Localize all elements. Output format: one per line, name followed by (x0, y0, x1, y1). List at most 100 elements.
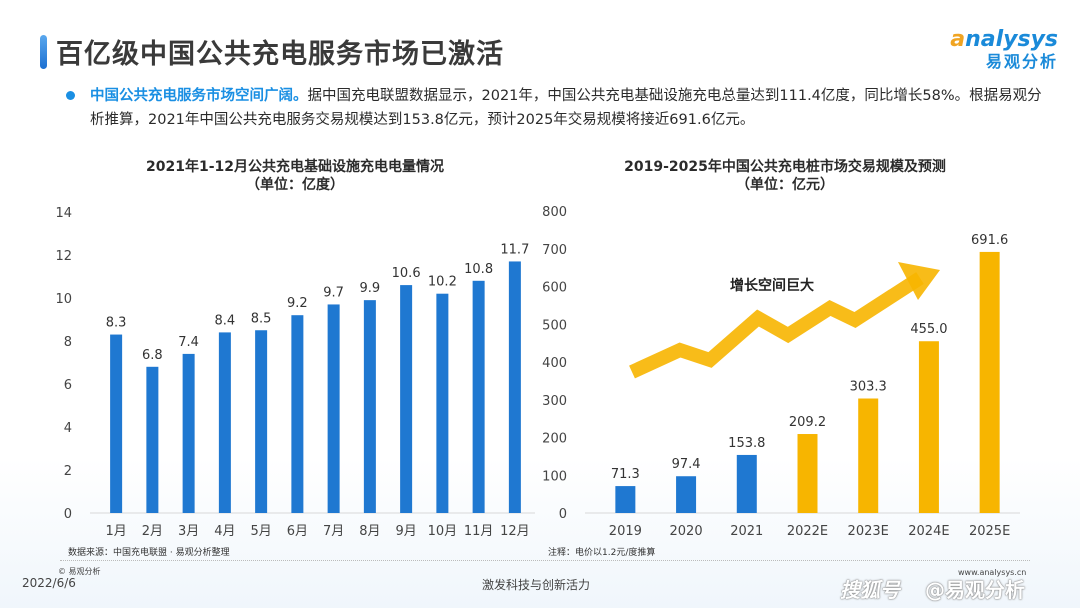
y-tick-label: 700 (542, 243, 567, 258)
bar (436, 293, 449, 513)
x-tick-label: 7月 (323, 524, 344, 539)
data-label: 209.2 (789, 415, 826, 430)
y-tick-label: 800 (542, 205, 567, 220)
bar (615, 486, 636, 513)
x-tick-label: 5月 (250, 524, 271, 539)
data-label: 303.3 (850, 380, 887, 395)
bar (918, 341, 939, 513)
x-tick-label: 2024E (908, 524, 949, 539)
x-tick-label: 2月 (142, 524, 163, 539)
x-tick-label: 2020 (670, 524, 703, 539)
data-label: 8.4 (215, 313, 236, 328)
x-tick-label: 3月 (178, 524, 199, 539)
data-label: 6.8 (142, 348, 163, 363)
data-label: 153.8 (728, 436, 765, 451)
bar (182, 353, 195, 513)
author-watermark: @易观分析 (925, 578, 1025, 602)
bar (858, 398, 879, 513)
data-label: 8.3 (106, 316, 127, 331)
data-label: 9.2 (287, 296, 308, 311)
report-date: 2022/6/6 (22, 576, 76, 590)
y-tick-label: 10 (55, 292, 72, 307)
x-tick-label: 10月 (428, 524, 458, 539)
growth-arrow-shaft (629, 272, 924, 379)
data-label: 10.2 (428, 275, 457, 290)
x-tick-label: 8月 (359, 524, 380, 539)
y-tick-label: 0 (64, 507, 72, 522)
data-label: 691.6 (971, 233, 1008, 248)
y-tick-label: 12 (55, 249, 72, 264)
left-source-note: 数据来源：中国充电联盟 · 易观分析整理 (68, 548, 230, 558)
right-bar-chart: 0 100 200 300 400 500 600 700 800 71.3 2019 97.4 202… (542, 205, 1020, 539)
y-tick-label: 200 (542, 432, 567, 447)
x-tick-label: 1月 (105, 524, 126, 539)
y-tick-label: 400 (542, 356, 567, 371)
y-tick-label: 0 (559, 507, 567, 522)
left-bar-chart: 0 2 4 6 8 10 12 14 8.3 1月 6.8 2月 7.4 3月 8.4 4月 8.5 5月 9.2 6… (55, 206, 535, 539)
left-chart-title: 2021年1-12月公共充电基础设施充电电量情况 (146, 159, 444, 175)
bar (327, 304, 340, 513)
platform-watermark: 搜狐号 (840, 578, 900, 602)
bullet-icon (66, 91, 75, 100)
y-tick-label: 14 (55, 206, 72, 221)
y-tick-label: 300 (542, 394, 567, 409)
summary-highlight: 中国公共充电服务市场空间广阔。 (90, 88, 308, 104)
right-chart-title-block: 2019-2025年中国公共充电桩市场交易规模及预测 （单位：亿元） (545, 158, 1025, 194)
y-tick-label: 2 (64, 464, 72, 479)
data-label: 9.9 (360, 281, 381, 296)
summary-paragraph: 中国公共充电服务市场空间广阔。据中国充电联盟数据显示，2021年，中国公共充电基… (90, 84, 1050, 132)
x-tick-label: 2022E (787, 524, 828, 539)
x-tick-label: 9月 (395, 524, 416, 539)
bar (979, 251, 1000, 513)
y-tick-label: 600 (542, 281, 567, 296)
bar (736, 454, 757, 513)
y-tick-label: 8 (64, 335, 72, 350)
title-accent-bar (40, 35, 47, 69)
y-tick-label: 100 (542, 469, 567, 484)
data-label: 10.8 (464, 262, 493, 277)
data-label: 8.5 (251, 311, 272, 326)
bar (110, 334, 123, 513)
bar (146, 366, 159, 513)
x-tick-label: 2025E (969, 524, 1010, 539)
x-tick-label: 6月 (287, 524, 308, 539)
data-label: 9.7 (323, 285, 344, 300)
footer-divider (60, 560, 1030, 561)
copyright-text: © 易观分析 (58, 567, 101, 576)
left-chart-title-block: 2021年1-12月公共充电基础设施充电电量情况 （单位：亿度） (60, 158, 530, 194)
data-label: 10.6 (392, 266, 421, 281)
page-title: 百亿级中国公共充电服务市场已激活 (56, 39, 504, 70)
logo-english: analysys (950, 27, 1058, 52)
bar (218, 332, 231, 513)
growth-annotation: 增长空间巨大 (730, 277, 814, 294)
right-chart-title: 2019-2025年中国公共充电桩市场交易规模及预测 (624, 159, 946, 175)
bar (363, 300, 376, 513)
right-chart-subtitle: （单位：亿元） (736, 177, 834, 193)
bar (400, 285, 413, 513)
bar (472, 280, 485, 513)
bar (255, 330, 268, 513)
data-label: 7.4 (178, 335, 199, 350)
website-url: www.analysys.cn (958, 568, 1027, 577)
bar (676, 476, 697, 513)
analysys-logo: analysys 易观分析 (950, 28, 1058, 72)
x-tick-label: 2019 (609, 524, 642, 539)
bar (508, 261, 521, 513)
x-tick-label: 11月 (464, 524, 494, 539)
x-tick-label: 4月 (214, 524, 235, 539)
x-tick-label: 2021 (730, 524, 763, 539)
logo-chinese: 易观分析 (985, 52, 1058, 71)
right-note: 注释：电价以1.2元/度推算 (548, 548, 656, 558)
growth-arrow-head (898, 262, 940, 300)
background-cityscape (0, 458, 1080, 608)
y-tick-label: 4 (64, 421, 72, 436)
x-tick-label: 12月 (500, 524, 530, 539)
y-tick-label: 6 (64, 378, 72, 393)
y-tick-label: 500 (542, 318, 567, 333)
bar (291, 315, 304, 513)
data-label: 71.3 (611, 467, 640, 482)
summary-body: 据中国充电联盟数据显示，2021年，中国公共充电基础设施充电总量达到111.4亿… (90, 88, 1042, 128)
data-label: 97.4 (672, 457, 701, 472)
left-chart-subtitle: （单位：亿度） (246, 177, 344, 193)
x-tick-label: 2023E (848, 524, 889, 539)
